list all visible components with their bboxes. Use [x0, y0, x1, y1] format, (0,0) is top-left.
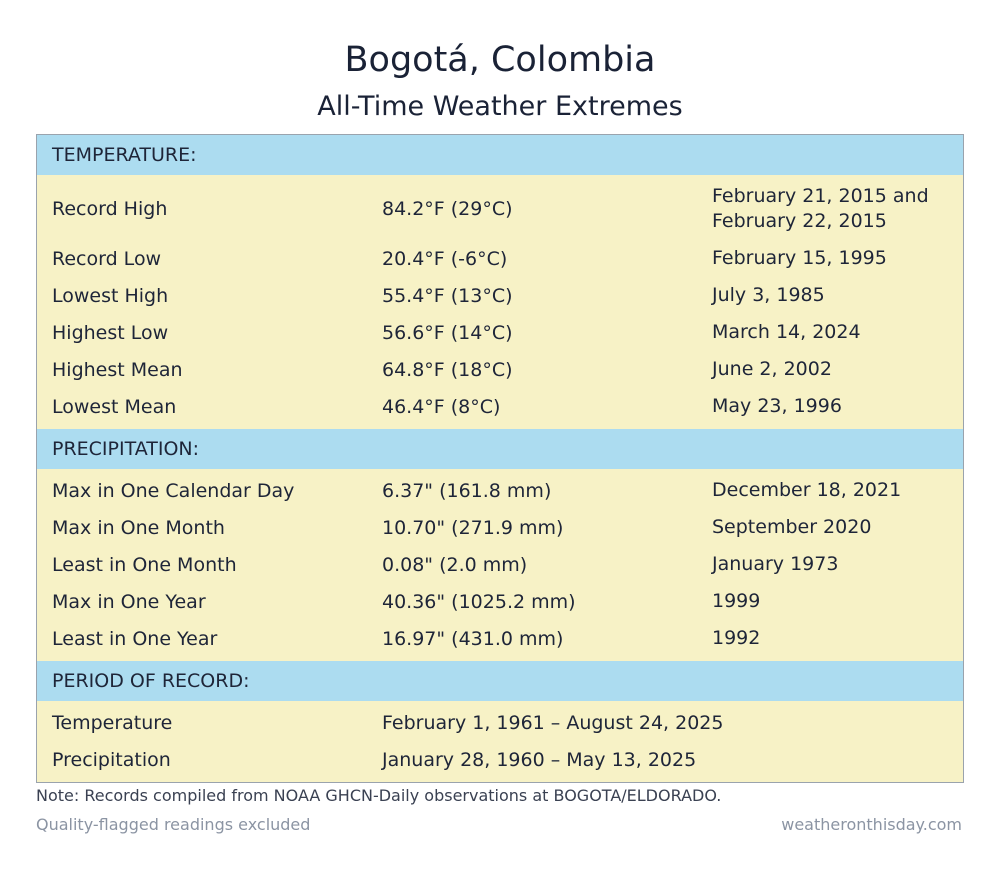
table-row: Temperature February 1, 1961 – August 24…: [37, 704, 963, 741]
row-value: 46.4°F (8°C): [382, 395, 501, 418]
row-label: Highest Low: [52, 321, 169, 344]
period-rows: Temperature February 1, 1961 – August 24…: [37, 701, 963, 782]
precipitation-rows: Max in One Calendar Day 6.37" (161.8 mm)…: [37, 469, 963, 661]
table-row: Lowest High 55.4°F (13°C) July 3, 1985: [37, 277, 963, 314]
page-subtitle: All-Time Weather Extremes: [317, 91, 683, 122]
table-row: Max in One Year 40.36" (1025.2 mm) 1999: [37, 583, 963, 620]
row-date: September 2020: [712, 516, 872, 538]
section-header-period: PERIOD OF RECORD:: [37, 661, 963, 701]
row-label: Lowest High: [52, 284, 169, 307]
row-date: July 3, 1985: [712, 284, 825, 306]
table-row: Max in One Month 10.70" (271.9 mm) Septe…: [37, 509, 963, 546]
row-label: Max in One Calendar Day: [52, 479, 295, 502]
table-row: Record Low 20.4°F (-6°C) February 15, 19…: [37, 240, 963, 277]
row-value: February 1, 1961 – August 24, 2025: [382, 711, 724, 734]
row-label: Highest Mean: [52, 358, 183, 381]
table-row: Highest Low 56.6°F (14°C) March 14, 2024: [37, 314, 963, 351]
row-label: Least in One Month: [52, 553, 237, 576]
row-value: 64.8°F (18°C): [382, 358, 513, 381]
row-date: 1992: [712, 627, 761, 649]
row-label: Temperature: [52, 711, 173, 734]
table-row: Lowest Mean 46.4°F (8°C) May 23, 1996: [37, 388, 963, 425]
temperature-rows: Record High 84.2°F (29°C) February 21, 2…: [37, 175, 963, 429]
row-value: 20.4°F (-6°C): [382, 247, 508, 270]
row-value: 56.6°F (14°C): [382, 321, 513, 344]
row-label: Max in One Month: [52, 516, 225, 539]
table-row: Least in One Year 16.97" (431.0 mm) 1992: [37, 620, 963, 657]
quality-note: Quality-flagged readings excluded: [36, 815, 311, 834]
section-header-precipitation: PRECIPITATION:: [37, 429, 963, 469]
row-date: March 14, 2024: [712, 321, 861, 343]
row-value: 16.97" (431.0 mm): [382, 627, 564, 650]
section-header-temperature: TEMPERATURE:: [37, 135, 963, 175]
row-value: 10.70" (271.9 mm): [382, 516, 564, 539]
table-row: Highest Mean 64.8°F (18°C) June 2, 2002: [37, 351, 963, 388]
row-date: February 15, 1995: [712, 247, 887, 269]
row-value: 84.2°F (29°C): [382, 198, 513, 220]
page-title: Bogotá, Colombia: [344, 40, 656, 80]
row-value: 40.36" (1025.2 mm): [382, 590, 576, 613]
table-row: Record High 84.2°F (29°C) February 21, 2…: [37, 178, 963, 240]
row-date: 1999: [712, 590, 761, 612]
row-label: Record Low: [52, 247, 162, 270]
row-value: 55.4°F (13°C): [382, 284, 513, 307]
row-label: Lowest Mean: [52, 395, 177, 418]
row-date: May 23, 1996: [712, 395, 842, 417]
row-date: June 2, 2002: [712, 358, 832, 380]
row-value: 6.37" (161.8 mm): [382, 479, 552, 502]
extremes-table: TEMPERATURE: Record High 84.2°F (29°C) F…: [36, 134, 964, 783]
row-label: Record High: [52, 198, 168, 220]
site-credit: weatheronthisday.com: [781, 815, 962, 834]
row-value: 0.08" (2.0 mm): [382, 553, 528, 576]
row-value: January 28, 1960 – May 13, 2025: [382, 748, 697, 771]
table-row: Max in One Calendar Day 6.37" (161.8 mm)…: [37, 472, 963, 509]
source-note: Note: Records compiled from NOAA GHCN-Da…: [36, 786, 722, 805]
row-label: Least in One Year: [52, 627, 218, 650]
table-row: Least in One Month 0.08" (2.0 mm) Januar…: [37, 546, 963, 583]
table-row: Precipitation January 28, 1960 – May 13,…: [37, 741, 963, 778]
row-date: January 1973: [712, 553, 839, 575]
row-date: December 18, 2021: [712, 479, 902, 501]
row-label: Precipitation: [52, 748, 171, 771]
row-label: Max in One Year: [52, 590, 206, 613]
row-date: February 21, 2015 and February 22, 2015: [712, 185, 929, 232]
